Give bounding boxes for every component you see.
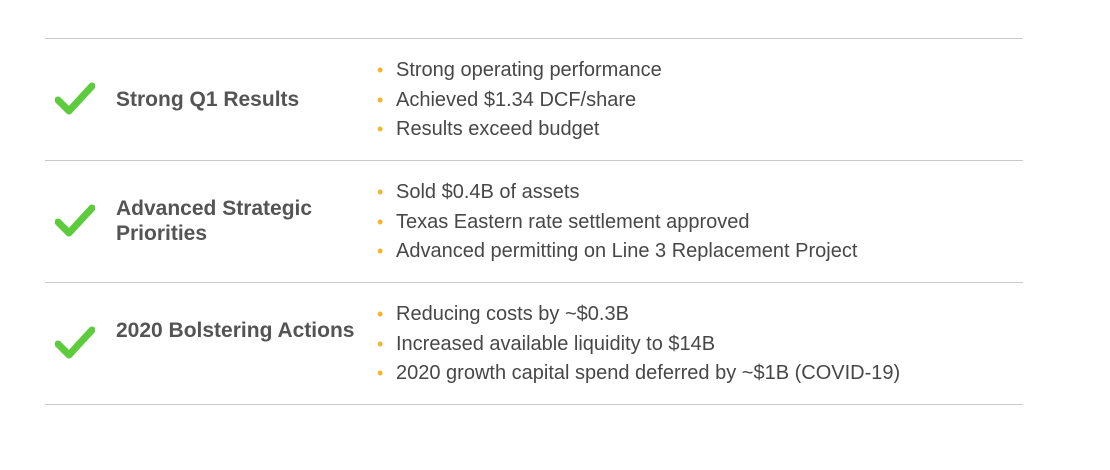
- bullet-list: • Sold $0.4B of assets • Texas Eastern rat…: [377, 178, 857, 267]
- list-item: • Strong operating performance: [377, 56, 662, 86]
- bullet-text: Sold $0.4B of assets: [396, 181, 580, 203]
- list-item: • Texas Eastern rate settlement approved: [377, 208, 857, 238]
- checkmark-icon: [55, 325, 95, 361]
- list-item: • Results exceed budget: [377, 115, 662, 145]
- bullet-icon: •: [377, 89, 384, 110]
- bullet-text: Advanced permitting on Line 3 Replacemen…: [396, 240, 858, 262]
- bullet-icon: •: [377, 333, 384, 354]
- row-label: Advanced Strategic Priorities: [116, 197, 313, 245]
- list-item: • Advanced permitting on Line 3 Replaceme…: [377, 237, 857, 267]
- highlight-row: Advanced Strategic Priorities • Sold $0.4…: [45, 161, 1023, 283]
- bullet-text: 2020 growth capital spend deferred by ~$…: [396, 362, 901, 384]
- bullet-text: Strong operating performance: [396, 59, 662, 81]
- bullet-list: • Strong operating performance • Achieved …: [377, 56, 662, 145]
- list-item: • Sold $0.4B of assets: [377, 178, 857, 208]
- bullet-text: Results exceed budget: [396, 118, 600, 140]
- highlights-table: Strong Q1 Results • Strong operating perf…: [45, 38, 1023, 405]
- bullet-text: Achieved $1.34 DCF/share: [396, 88, 637, 111]
- bullet-icon: •: [377, 363, 384, 383]
- row-label: Strong Q1 Results: [116, 88, 300, 111]
- bullet-text: Reducing costs by ~$0.3B: [396, 303, 629, 325]
- top-divider: [45, 38, 1023, 39]
- bullet-list: • Reducing costs by ~$0.3B • Increased ava…: [377, 300, 900, 389]
- bullet-text: Texas Eastern rate settlement approved: [396, 210, 750, 233]
- highlight-row: Strong Q1 Results • Strong operating perf…: [45, 39, 1023, 161]
- list-item: • 2020 growth capital spend deferred by ~…: [377, 359, 900, 389]
- bullet-text: Increased available liquidity to $14B: [396, 332, 716, 355]
- row-label: 2020 Bolstering Actions: [116, 319, 355, 342]
- bullet-icon: •: [377, 304, 384, 324]
- bullet-icon: •: [377, 60, 384, 80]
- list-item: • Achieved $1.34 DCF/share: [377, 86, 662, 116]
- highlight-row: 2020 Bolstering Actions • Reducing costs …: [45, 283, 1023, 405]
- bullet-icon: •: [377, 119, 384, 139]
- checkmark-icon: [55, 203, 95, 239]
- list-item: • Reducing costs by ~$0.3B: [377, 300, 900, 330]
- checkmark-icon: [55, 81, 95, 117]
- bullet-icon: •: [377, 182, 384, 202]
- bullet-icon: •: [377, 241, 384, 261]
- bullet-icon: •: [377, 211, 384, 232]
- list-item: • Increased available liquidity to $14B: [377, 330, 900, 360]
